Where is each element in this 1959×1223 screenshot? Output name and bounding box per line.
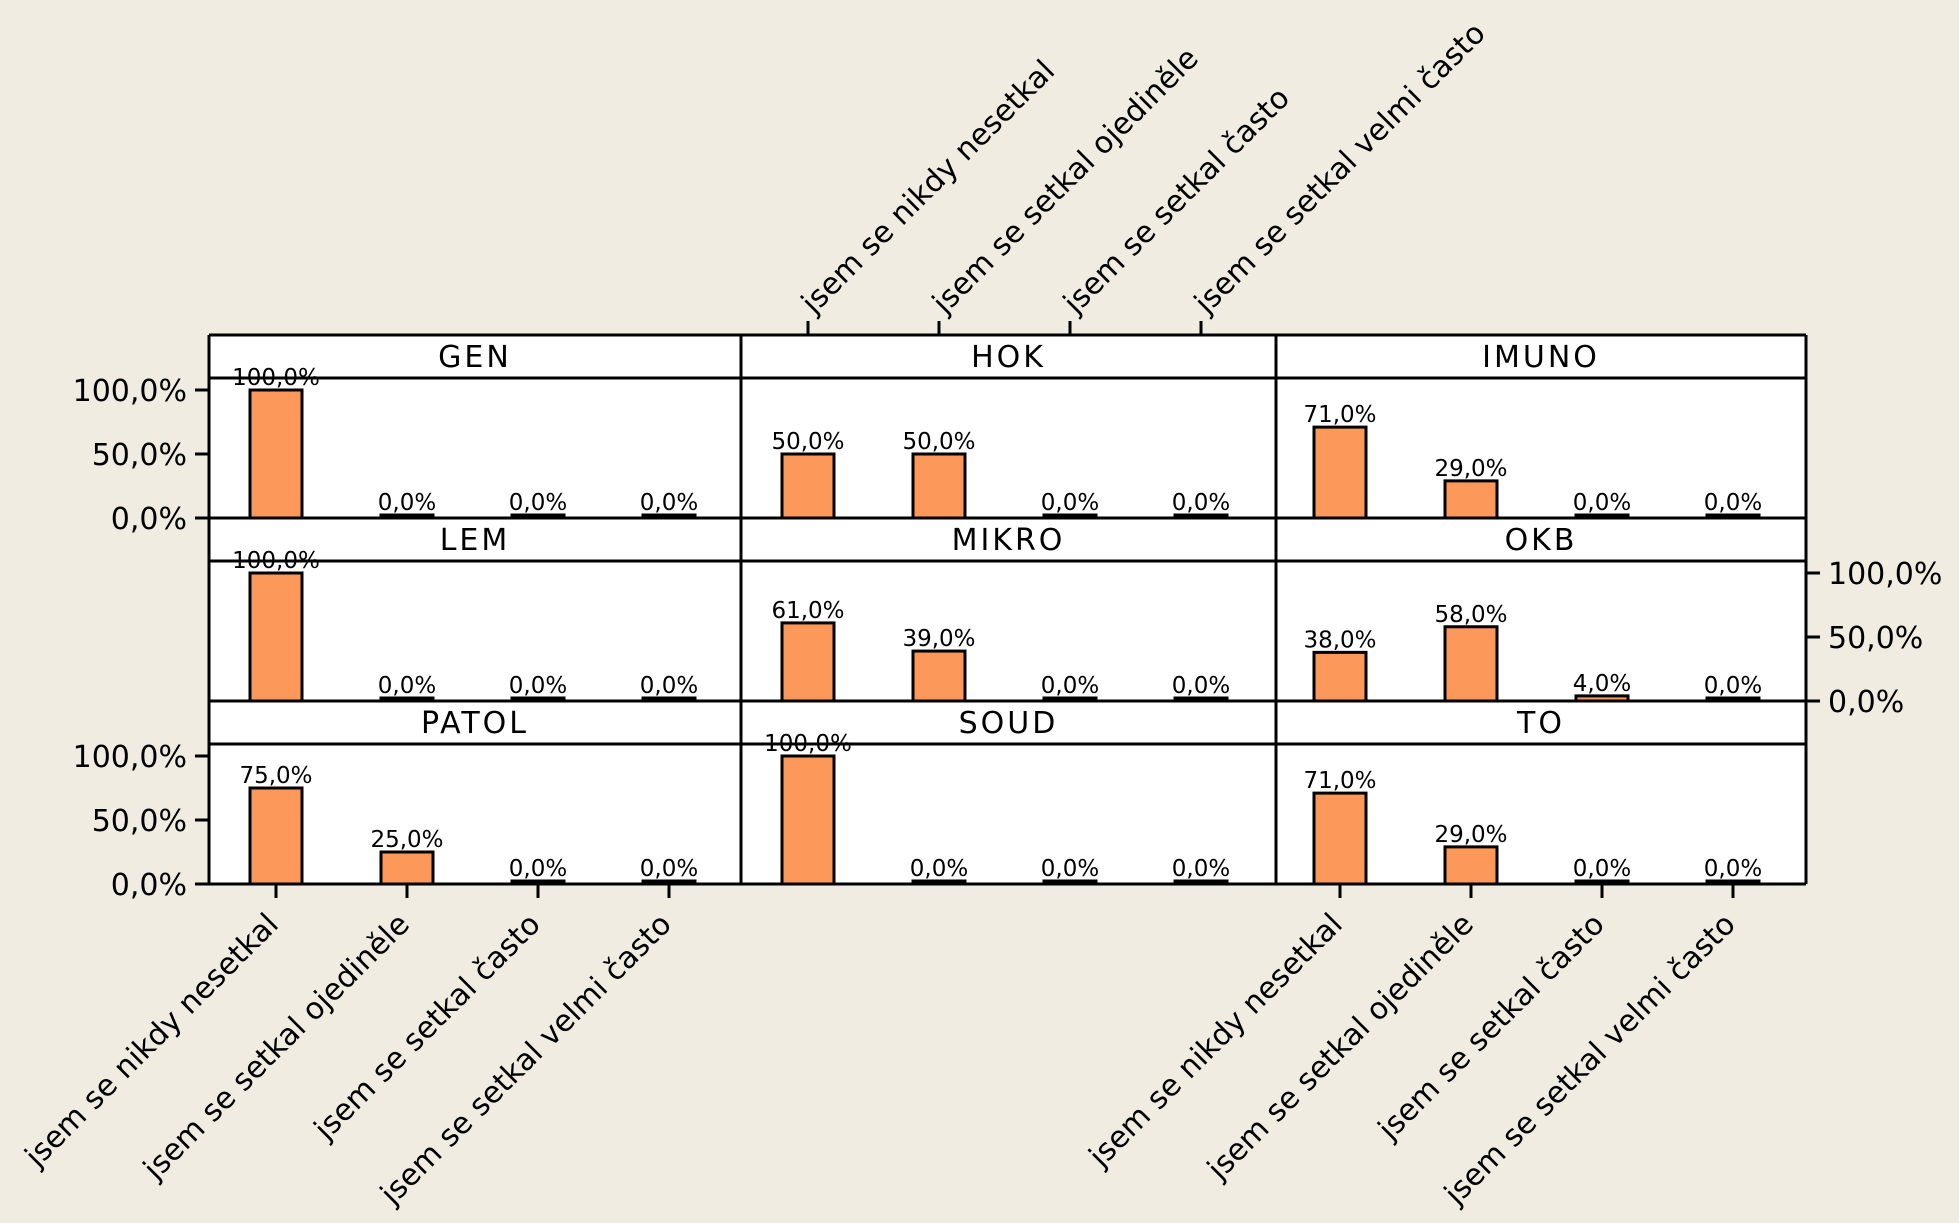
data-label: 0,0% [509,856,567,882]
data-label: 25,0% [370,827,443,853]
data-label: 100,0% [232,365,320,391]
data-label: 29,0% [1434,456,1507,482]
panel-title: HOK [971,340,1046,375]
data-label: 50,0% [771,429,844,455]
data-label: 0,0% [1041,673,1099,699]
bar-imuno-0 [1312,425,1368,520]
data-label: 0,0% [640,856,698,882]
panel-gen: GEN 100,0% 0,0% 0,0% 0,0% [209,335,741,520]
bar-to-0 [1312,791,1368,886]
bar-mikro-0 [780,621,836,703]
panel-imuno: IMUNO 71,0% 29,0% 0,0% 0,0% [1276,335,1806,520]
data-label: 0,0% [1704,490,1762,516]
panel-mikro: MIKRO 61,0% 39,0% 0,0% 0,0% [741,518,1276,703]
panel-lem: LEM 100,0% 0,0% 0,0% 0,0% [209,518,741,703]
data-label: 100,0% [232,548,320,574]
data-label: 75,0% [239,763,312,789]
bar-mikro-1 [911,649,967,703]
y-tick-label: 50,0% [92,438,187,473]
bar-gen-0 [248,388,304,520]
data-label: 0,0% [1041,856,1099,882]
data-label: 0,0% [1704,856,1762,882]
panel-title: GEN [438,340,512,375]
panel-soud: SOUD 100,0% 0,0% 0,0% 0,0% [741,701,1276,886]
y-tick-label: 50,0% [92,804,187,839]
bar-hok-1 [911,452,967,520]
data-label: 0,0% [1172,490,1230,516]
y-tick-label: 0,0% [111,868,187,903]
data-label: 0,0% [640,490,698,516]
panel-title: LEM [440,523,511,558]
y-tick-label: 100,0% [1828,557,1942,592]
data-label: 58,0% [1434,602,1507,628]
data-label: 0,0% [1704,673,1762,699]
bar-imuno-1 [1443,479,1499,520]
bar-patol-1 [379,850,435,886]
bar-hok-0 [780,452,836,520]
data-label: 0,0% [378,673,436,699]
bar-lem-0 [248,571,304,703]
data-label: 100,0% [764,731,852,757]
panel-title: OKB [1505,523,1578,558]
y-tick-label: 100,0% [73,740,187,775]
y-tick-label: 0,0% [111,502,187,537]
data-label: 0,0% [1041,490,1099,516]
data-label: 71,0% [1303,402,1376,428]
data-label: 29,0% [1434,822,1507,848]
bar-to-1 [1443,845,1499,886]
data-label: 0,0% [1573,856,1631,882]
data-label: 0,0% [378,490,436,516]
data-label: 4,0% [1573,671,1631,697]
data-label: 0,0% [509,490,567,516]
bar-okb-1 [1443,625,1499,703]
data-label: 0,0% [1172,856,1230,882]
panel-okb: OKB 38,0% 58,0% 4,0% 0,0% [1276,518,1806,703]
y-tick-label: 0,0% [1828,685,1904,720]
bar-soud-0 [780,754,836,886]
panel-patol: PATOL 75,0% 25,0% 0,0% 0,0% [209,701,741,886]
panel-title: TO [1516,706,1565,741]
panel-title: MIKRO [952,523,1066,558]
data-label: 0,0% [1573,490,1631,516]
panel-title: IMUNO [1482,340,1600,375]
data-label: 38,0% [1303,627,1376,653]
data-label: 61,0% [771,598,844,624]
panel-hok: HOK 50,0% 50,0% 0,0% 0,0% [741,335,1276,520]
data-label: 0,0% [910,856,968,882]
data-label: 0,0% [1172,673,1230,699]
data-label: 0,0% [640,673,698,699]
data-label: 71,0% [1303,768,1376,794]
panel-title: PATOL [421,706,529,741]
panel-title: SOUD [959,706,1059,741]
data-label: 39,0% [902,626,975,652]
y-tick-label: 100,0% [73,374,187,409]
data-label: 50,0% [902,429,975,455]
panel-to: TO 71,0% 29,0% 0,0% 0,0% [1276,701,1806,886]
data-label: 0,0% [509,673,567,699]
bar-patol-0 [248,786,304,886]
y-tick-label: 50,0% [1828,621,1923,656]
bar-okb-0 [1312,650,1368,703]
